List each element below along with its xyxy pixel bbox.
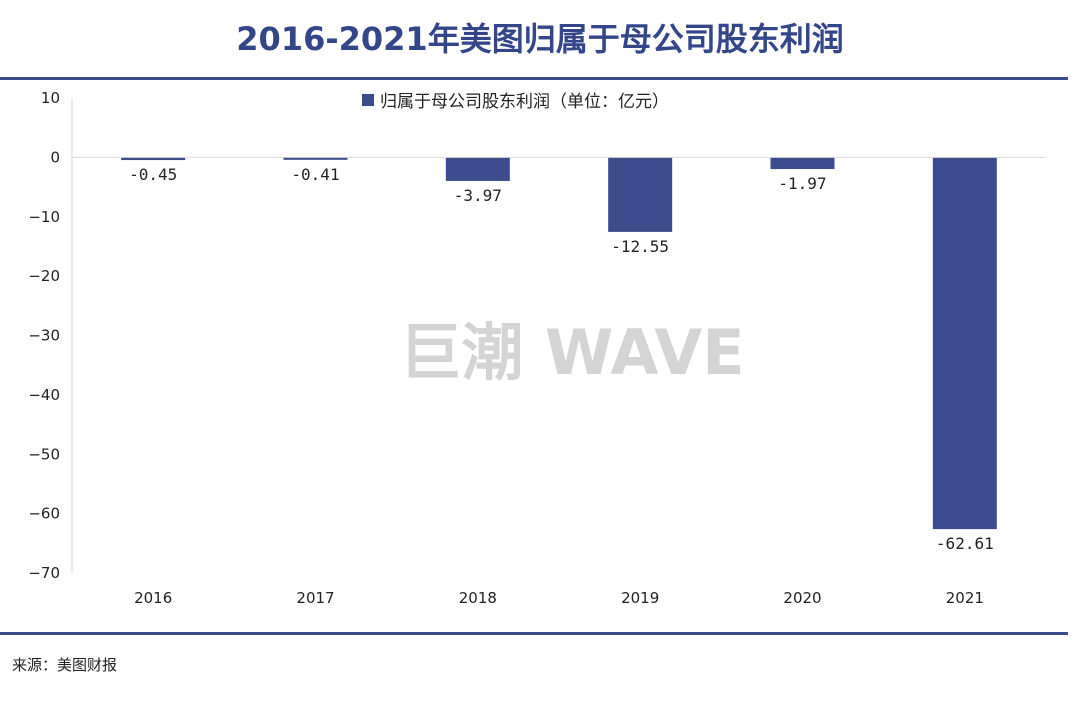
- watermark-text: 巨潮 WAVE: [399, 316, 744, 389]
- bar-2019: [608, 157, 673, 232]
- y-axis: 10 0 −10 −20 −30 −40 −50 −60 −70: [28, 89, 73, 582]
- y-tick-label: 0: [50, 148, 60, 166]
- bar-2016: [121, 157, 186, 161]
- chart-title: 2016-2021年美图归属于母公司股东利润: [236, 20, 844, 58]
- data-label-2017: -0.41: [291, 165, 339, 184]
- data-label-2019: -12.55: [611, 237, 669, 256]
- x-tick-label: 2018: [459, 589, 497, 607]
- data-label-2016: -0.45: [129, 165, 177, 184]
- bar-2018: [445, 157, 510, 181]
- data-label-2020: -1.97: [778, 174, 826, 193]
- y-tick-label: −30: [28, 327, 60, 345]
- x-axis: 2016 2017 2018 2019 2020 2021: [134, 589, 984, 607]
- y-tick-label: −70: [28, 564, 60, 582]
- legend-swatch: [362, 94, 374, 106]
- x-tick-label: 2016: [134, 589, 172, 607]
- y-tick-label: −20: [28, 267, 60, 285]
- data-label-2021: -62.61: [936, 534, 994, 553]
- x-tick-label: 2017: [296, 589, 334, 607]
- bar-series: [121, 157, 997, 530]
- y-tick-label: −10: [28, 208, 60, 226]
- bar-chart: 10 0 −10 −20 −30 −40 −50 −60 −70 -0.45 -0.41 -3.97…: [28, 89, 1046, 607]
- x-tick-label: 2020: [783, 589, 821, 607]
- y-tick-label: −40: [28, 386, 60, 404]
- x-tick-label: 2019: [621, 589, 659, 607]
- legend: 归属于母公司股东利润（单位：亿元）: [362, 92, 669, 112]
- y-tick-label: 10: [41, 89, 60, 107]
- data-label-2018: -3.97: [454, 186, 502, 205]
- y-tick-label: −50: [28, 445, 60, 463]
- bar-2021: [932, 157, 997, 530]
- source-note: 来源：美图财报: [12, 656, 118, 674]
- bar-2017: [283, 157, 348, 160]
- bottom-divider: [0, 632, 1068, 635]
- top-divider: [0, 77, 1068, 80]
- y-tick-label: −60: [28, 505, 60, 523]
- bar-2020: [770, 157, 835, 170]
- data-labels: -0.45 -0.41 -3.97 -12.55 -1.97 -62.61: [129, 165, 994, 553]
- legend-label: 归属于母公司股东利润（单位：亿元）: [380, 92, 669, 112]
- x-tick-label: 2021: [946, 589, 984, 607]
